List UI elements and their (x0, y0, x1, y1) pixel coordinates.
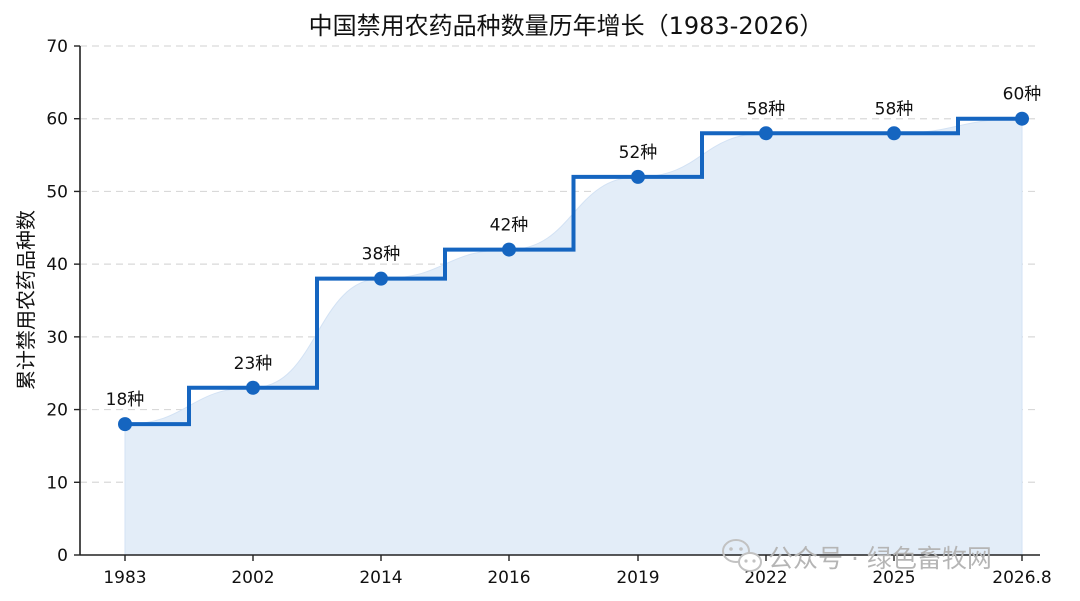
data-label: 52种 (619, 143, 658, 163)
x-tick-label: 2026.8 (992, 568, 1051, 588)
x-tick-label: 2022 (744, 568, 787, 588)
watermark-text: 公众号 · 绿色畜牧网 (768, 544, 992, 573)
axes (79, 46, 1040, 556)
data-label: 23种 (234, 354, 273, 374)
data-label: 38种 (362, 245, 401, 265)
data-point (759, 126, 773, 141)
wechat-icon (722, 539, 762, 572)
data-point (631, 169, 645, 184)
y-tick-label: 10 (46, 473, 68, 493)
data-point (887, 126, 901, 141)
x-tick-label: 2014 (359, 568, 402, 588)
data-point (246, 380, 260, 395)
x-tick-label: 2016 (487, 568, 530, 588)
y-tick-labels: 0 10 20 30 40 50 60 70 (46, 37, 80, 566)
y-tick-label: 50 (46, 182, 68, 202)
x-tick-label: 2025 (872, 568, 915, 588)
data-points (118, 111, 1029, 432)
data-point (1015, 111, 1029, 126)
data-labels: 18种 23种 38种 42种 52种 58种 58种 60种 (106, 85, 1042, 410)
y-tick-label: 0 (57, 546, 68, 566)
data-point (118, 417, 132, 432)
y-tick-label: 70 (46, 37, 68, 57)
x-tick-label: 2002 (231, 568, 274, 588)
y-tick-label: 60 (46, 110, 68, 130)
y-tick-label: 20 (46, 401, 68, 421)
watermark: 公众号 · 绿色畜牧网 (722, 539, 992, 573)
chart-title: 中国禁用农药品种数量历年增长（1983-2026） (309, 12, 824, 40)
step-line (125, 116, 1022, 427)
data-label: 58种 (747, 99, 786, 119)
y-axis-label: 累计禁用农药品种数 (14, 210, 38, 390)
x-tick-label: 2019 (616, 568, 659, 588)
x-tick-label: 1983 (103, 568, 146, 588)
data-label: 58种 (875, 99, 914, 119)
data-point (502, 242, 516, 257)
y-tick-label: 30 (46, 328, 68, 348)
data-label: 42种 (490, 216, 529, 236)
data-label: 60种 (1003, 85, 1042, 105)
y-tick-label: 40 (46, 255, 68, 275)
data-label: 18种 (106, 390, 145, 410)
data-point (374, 271, 388, 286)
x-tick-labels: 1983 2002 2014 2016 2019 2022 2025 2026.8 (103, 555, 1052, 588)
